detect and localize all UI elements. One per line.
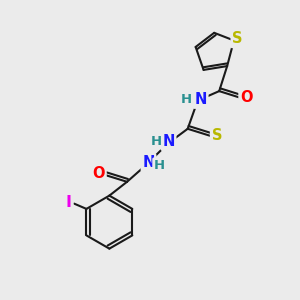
Text: I: I bbox=[66, 195, 72, 210]
Text: O: O bbox=[92, 166, 105, 181]
Text: N: N bbox=[162, 134, 175, 149]
Text: H: H bbox=[151, 135, 162, 148]
Text: H: H bbox=[181, 93, 192, 106]
Text: H: H bbox=[154, 159, 165, 172]
Text: N: N bbox=[194, 92, 207, 107]
Text: N: N bbox=[142, 155, 155, 170]
Text: S: S bbox=[232, 32, 243, 46]
Text: O: O bbox=[240, 90, 253, 105]
Text: S: S bbox=[212, 128, 222, 143]
